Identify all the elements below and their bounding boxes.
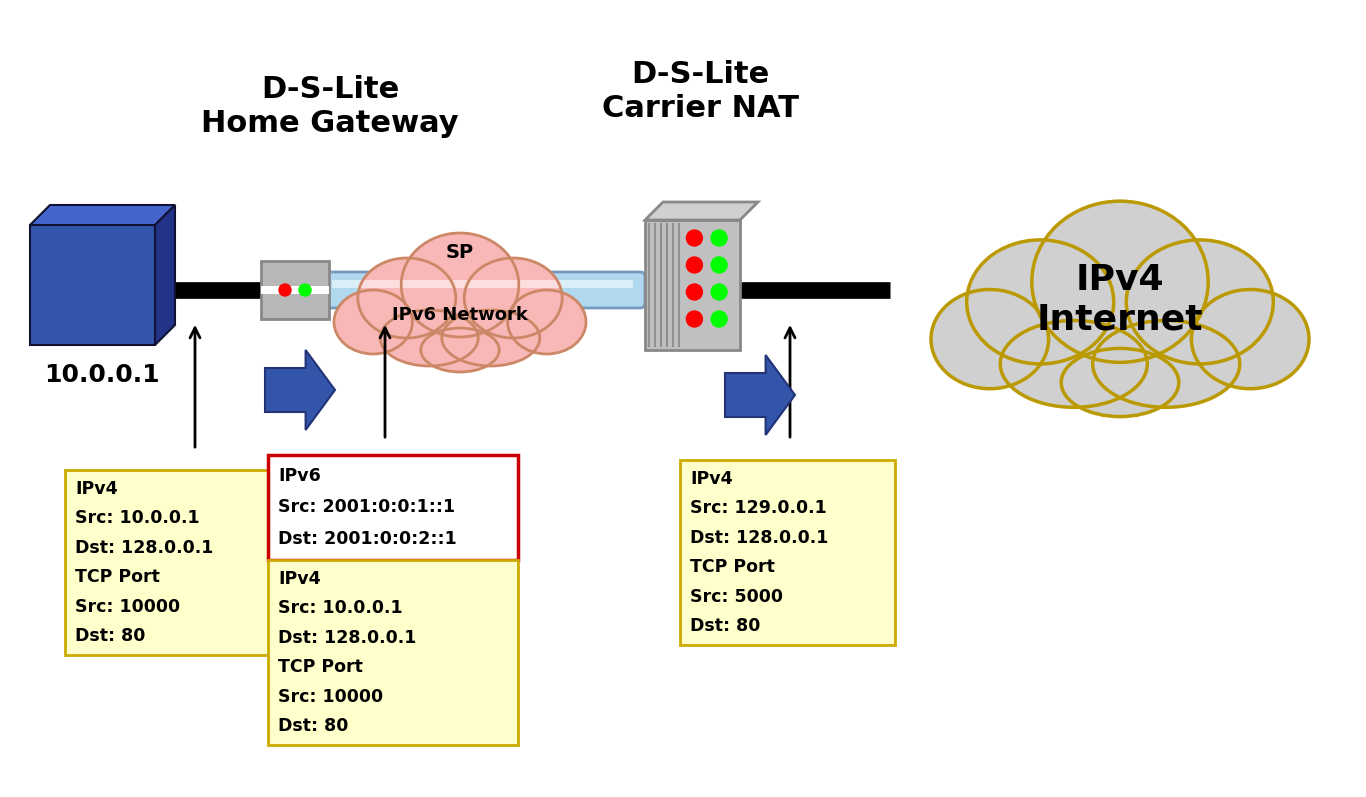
FancyBboxPatch shape xyxy=(332,280,632,288)
Ellipse shape xyxy=(1093,320,1240,407)
Ellipse shape xyxy=(421,328,499,372)
Ellipse shape xyxy=(402,233,519,337)
Polygon shape xyxy=(265,350,335,430)
Text: IPv4: IPv4 xyxy=(279,570,321,588)
Polygon shape xyxy=(725,355,795,435)
FancyBboxPatch shape xyxy=(645,220,740,350)
Circle shape xyxy=(686,257,702,273)
Circle shape xyxy=(299,284,311,296)
Circle shape xyxy=(712,257,727,273)
Circle shape xyxy=(686,284,702,300)
Text: Dst: 80: Dst: 80 xyxy=(690,617,761,635)
Text: Src: 10.0.0.1: Src: 10.0.0.1 xyxy=(279,599,403,618)
FancyBboxPatch shape xyxy=(30,225,154,345)
Text: Src: 2001:0:0:1::1: Src: 2001:0:0:1::1 xyxy=(279,498,455,516)
Ellipse shape xyxy=(1127,240,1273,364)
Ellipse shape xyxy=(380,310,478,366)
Text: D-S-Lite
Home Gateway: D-S-Lite Home Gateway xyxy=(201,75,459,138)
Ellipse shape xyxy=(335,290,413,354)
Text: Dst: 80: Dst: 80 xyxy=(75,627,145,645)
Ellipse shape xyxy=(932,289,1049,389)
Polygon shape xyxy=(30,205,175,225)
Polygon shape xyxy=(154,205,175,345)
Text: TCP Port: TCP Port xyxy=(690,558,775,576)
FancyBboxPatch shape xyxy=(268,455,518,560)
Text: TCP Port: TCP Port xyxy=(279,658,363,676)
FancyBboxPatch shape xyxy=(261,261,329,319)
Text: Dst: 128.0.0.1: Dst: 128.0.0.1 xyxy=(690,529,828,547)
Text: TCP Port: TCP Port xyxy=(75,568,160,586)
Text: Src: 129.0.0.1: Src: 129.0.0.1 xyxy=(690,500,826,517)
Ellipse shape xyxy=(1031,201,1208,363)
Text: IPv4: IPv4 xyxy=(690,470,732,488)
Ellipse shape xyxy=(967,240,1113,364)
Ellipse shape xyxy=(464,258,563,338)
FancyBboxPatch shape xyxy=(268,560,518,745)
Ellipse shape xyxy=(1191,289,1309,389)
FancyBboxPatch shape xyxy=(66,470,270,655)
Text: IPv4
Internet: IPv4 Internet xyxy=(1037,263,1203,336)
Text: Src: 10.0.0.1: Src: 10.0.0.1 xyxy=(75,509,199,528)
Ellipse shape xyxy=(1061,348,1179,417)
Text: Dst: 128.0.0.1: Dst: 128.0.0.1 xyxy=(75,539,213,557)
Circle shape xyxy=(712,284,727,300)
Text: Dst: 2001:0:0:2::1: Dst: 2001:0:0:2::1 xyxy=(279,530,456,548)
Text: IPv6: IPv6 xyxy=(279,467,321,485)
Text: IPv4: IPv4 xyxy=(75,480,117,498)
Circle shape xyxy=(712,311,727,327)
Text: D-S-Lite
Carrier NAT: D-S-Lite Carrier NAT xyxy=(601,60,799,123)
Ellipse shape xyxy=(358,258,456,338)
Ellipse shape xyxy=(441,310,540,366)
Circle shape xyxy=(686,230,702,246)
Polygon shape xyxy=(645,202,758,220)
Text: SP: SP xyxy=(445,242,474,261)
Ellipse shape xyxy=(1000,320,1147,407)
Text: Dst: 80: Dst: 80 xyxy=(279,717,348,735)
Text: IPv6 Network: IPv6 Network xyxy=(392,306,527,324)
Circle shape xyxy=(712,230,727,246)
Circle shape xyxy=(686,311,702,327)
Text: Src: 10000: Src: 10000 xyxy=(279,688,382,705)
Text: Dst: 128.0.0.1: Dst: 128.0.0.1 xyxy=(279,629,417,647)
FancyBboxPatch shape xyxy=(261,286,329,294)
FancyBboxPatch shape xyxy=(320,272,645,308)
Circle shape xyxy=(279,284,291,296)
Text: Src: 10000: Src: 10000 xyxy=(75,598,180,615)
FancyBboxPatch shape xyxy=(680,460,895,645)
Text: 10.0.0.1: 10.0.0.1 xyxy=(44,363,160,387)
Text: Src: 5000: Src: 5000 xyxy=(690,587,783,606)
Ellipse shape xyxy=(508,290,586,354)
